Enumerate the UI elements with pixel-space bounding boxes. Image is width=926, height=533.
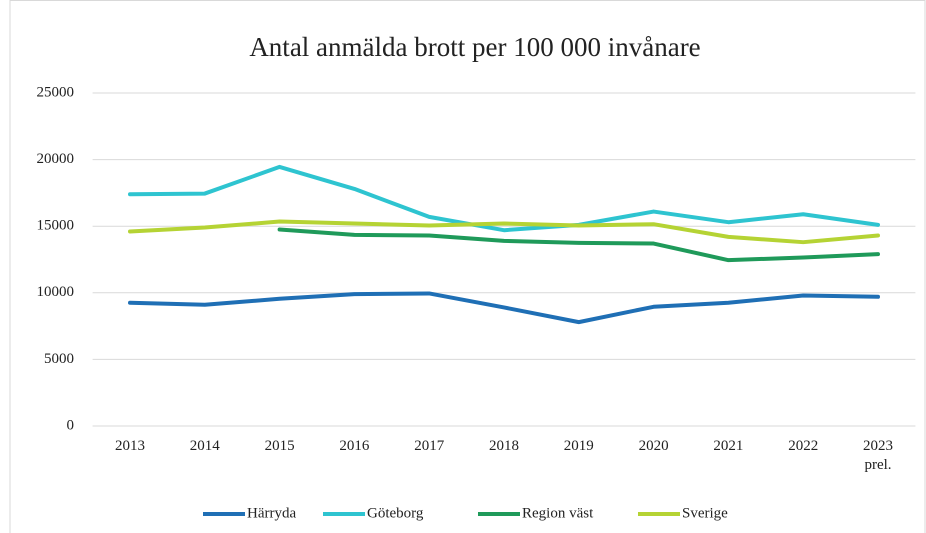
x-tick-label: 2013 <box>115 438 145 454</box>
series-line <box>128 291 880 325</box>
y-tick-label: 5000 <box>44 351 74 367</box>
x-tick-label: 2022 <box>788 438 819 454</box>
x-tick-label: 2023 prel. <box>863 438 893 473</box>
x-tick-label: 2017 <box>414 438 445 454</box>
y-tick-label: 20000 <box>37 151 75 167</box>
x-tick-label: 2020 <box>638 438 669 454</box>
y-tick-label: 0 <box>67 417 75 433</box>
chart-border <box>9 0 926 533</box>
y-tick-label: 25000 <box>37 84 75 100</box>
x-tick-label: 2019 <box>563 438 594 454</box>
chart-title: Antal anmälda brott per 100 000 invånare <box>249 32 700 62</box>
series-line <box>277 227 880 263</box>
legend-label: Sverige <box>682 505 728 521</box>
legend-label: Göteborg <box>367 505 424 521</box>
x-tick-label: 2014 <box>189 438 220 454</box>
x-tick-label: 2018 <box>489 438 519 454</box>
series-line <box>128 219 880 245</box>
y-tick-label: 10000 <box>37 284 75 300</box>
legend-label: Härryda <box>247 505 296 521</box>
y-tick-label: 15000 <box>37 218 75 234</box>
legend-label: Region väst <box>522 505 594 521</box>
x-tick-label: 2016 <box>339 438 370 454</box>
x-tick-label: 2021 <box>713 438 744 454</box>
x-tick-label: 2015 <box>264 438 295 454</box>
series-line <box>128 164 880 233</box>
